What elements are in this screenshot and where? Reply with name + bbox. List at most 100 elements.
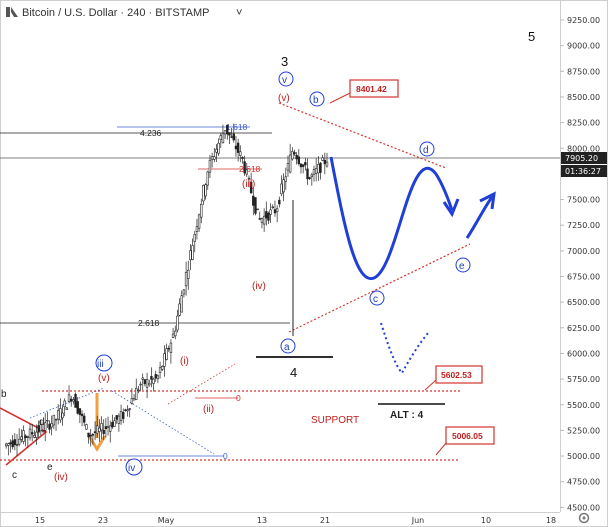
candle-body bbox=[113, 420, 116, 427]
candle-body bbox=[33, 435, 36, 438]
candle-body bbox=[102, 429, 105, 434]
candle-body bbox=[269, 209, 272, 215]
candle-body bbox=[171, 333, 175, 338]
candle-body bbox=[150, 375, 153, 380]
wave-circle-iv: iv bbox=[125, 458, 143, 476]
candle-body bbox=[91, 434, 95, 436]
candle-body bbox=[204, 184, 207, 197]
fib-label-2618: 2.618 bbox=[138, 318, 160, 328]
left-channel-line bbox=[29, 387, 105, 419]
candle-body bbox=[56, 410, 60, 420]
candle-body bbox=[191, 245, 194, 260]
svg-text:iv: iv bbox=[128, 463, 135, 474]
mid-channel-line bbox=[111, 390, 215, 455]
svg-text:b: b bbox=[313, 95, 319, 106]
chart-header: Bitcoin / U.S. Dollar · 240 · BITSTAMP ˅ bbox=[6, 7, 242, 19]
candle-body bbox=[174, 330, 177, 337]
y-tick-label: 4500.00 bbox=[567, 503, 600, 512]
candle-body bbox=[98, 427, 101, 432]
gear-icon[interactable] bbox=[578, 512, 590, 524]
fib-ratio-zero-blue: 0 bbox=[223, 451, 228, 461]
candle-body bbox=[232, 133, 235, 141]
candle-body bbox=[228, 132, 231, 136]
x-tick-label: 21 bbox=[320, 516, 330, 525]
candle-body bbox=[210, 156, 214, 160]
candle-body bbox=[165, 348, 168, 360]
candle-body bbox=[100, 423, 103, 431]
forecast-arrow-up bbox=[479, 191, 496, 210]
wave-circle-a: a bbox=[280, 338, 296, 354]
fib-ratio-2618-red: 2.618 bbox=[239, 164, 261, 174]
candle-body bbox=[156, 375, 160, 380]
candle-body bbox=[262, 215, 266, 225]
candle-body bbox=[13, 439, 17, 446]
mid-red-channel bbox=[167, 363, 236, 405]
forecast-path-up bbox=[465, 196, 494, 239]
fib-label-4236: 4.236 bbox=[140, 128, 162, 138]
candle-body bbox=[221, 132, 225, 144]
candle-body bbox=[187, 269, 190, 279]
candle-body bbox=[124, 409, 127, 411]
wave-circle-v: v bbox=[278, 71, 294, 87]
candle-body bbox=[308, 177, 311, 179]
candle-body bbox=[72, 399, 75, 402]
candle-body bbox=[78, 408, 82, 415]
candle-body bbox=[247, 177, 251, 180]
candle-body bbox=[219, 135, 222, 141]
candle-body bbox=[286, 163, 290, 171]
candle-body bbox=[241, 157, 244, 159]
candle-body bbox=[167, 347, 170, 350]
wave-e-black-label: e bbox=[47, 462, 53, 473]
candle-body bbox=[193, 233, 196, 242]
y-tick-label: 6250.00 bbox=[567, 324, 600, 333]
candle-body bbox=[122, 412, 125, 419]
candle-body bbox=[254, 197, 257, 214]
candle-body bbox=[317, 164, 320, 174]
y-tick-label: 6500.00 bbox=[567, 298, 600, 307]
candle-body bbox=[80, 413, 84, 417]
candle-body bbox=[197, 214, 201, 229]
triangle-lower-line bbox=[288, 243, 471, 333]
candle-body bbox=[273, 209, 277, 214]
y-tick-label: 6750.00 bbox=[567, 273, 600, 282]
price-box-5602: 5602.53 bbox=[424, 365, 483, 391]
candle-body bbox=[252, 195, 255, 206]
candle-body bbox=[117, 415, 121, 424]
left-red-wedge bbox=[0, 407, 48, 466]
wave-4-label: 4 bbox=[290, 365, 297, 380]
candle-body bbox=[137, 389, 140, 391]
candle-body bbox=[323, 159, 327, 165]
y-tick-label: 5750.00 bbox=[567, 375, 600, 384]
y-tick-label: 6000.00 bbox=[567, 349, 600, 358]
y-tick-label: 5500.00 bbox=[567, 401, 600, 410]
wave-iv-red-lower-label: (iv) bbox=[54, 472, 68, 483]
chart-title: Bitcoin / U.S. Dollar · 240 · BITSTAMP bbox=[22, 7, 209, 19]
candle-body bbox=[63, 400, 66, 408]
y-tick-label: 8000.00 bbox=[567, 144, 600, 153]
candle-body bbox=[293, 152, 296, 155]
chevron-down-icon[interactable]: ˅ bbox=[236, 7, 242, 19]
candle-body bbox=[35, 431, 38, 438]
candle-body bbox=[20, 436, 23, 440]
candle-body bbox=[278, 199, 281, 205]
wave-iii-red-label: (iii) bbox=[242, 179, 255, 190]
candle-body bbox=[256, 208, 259, 211]
candle-body bbox=[41, 430, 45, 432]
candle-body bbox=[239, 151, 242, 156]
candle-body bbox=[280, 183, 283, 195]
candle-body bbox=[226, 124, 229, 135]
candle-body bbox=[43, 422, 47, 431]
candle-body bbox=[74, 393, 77, 408]
price-box-8401: 8401.42 bbox=[329, 79, 399, 104]
svg-text:c: c bbox=[373, 294, 378, 305]
candle-body bbox=[284, 176, 288, 182]
candle-body bbox=[46, 420, 49, 422]
candle-body bbox=[67, 394, 71, 403]
candle-body bbox=[312, 169, 316, 175]
candle-body bbox=[299, 163, 303, 168]
candle-body bbox=[93, 431, 97, 433]
candle-body bbox=[28, 428, 32, 439]
candle-body bbox=[65, 407, 69, 410]
candle-body bbox=[182, 289, 186, 295]
